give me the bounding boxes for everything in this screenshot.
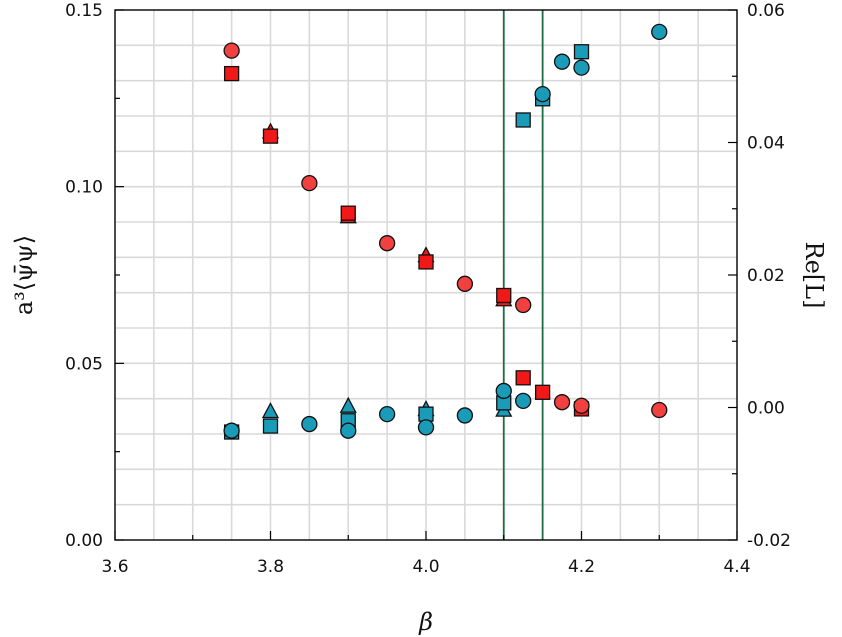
y-left-tick-label: 0.15 xyxy=(65,1,103,21)
polyakov-circles-point xyxy=(651,23,668,41)
polyakov-squares-point xyxy=(515,112,531,128)
condensate-circles-point xyxy=(553,394,571,411)
condensate-squares-point xyxy=(418,254,434,270)
polyakov-squares-point xyxy=(262,418,279,434)
condensate-squares-point xyxy=(515,370,531,386)
x-axis-title: β xyxy=(418,608,433,636)
grid-lines xyxy=(115,10,737,540)
x-tick-label: 4.4 xyxy=(723,557,750,577)
y-left-axis-title: a³⟨ψ̄ψ⟩ xyxy=(10,235,38,315)
condensate-circles-point xyxy=(515,296,532,314)
y-left-tick-label: 0.05 xyxy=(65,354,103,374)
polyakov-triangles-point xyxy=(339,396,357,413)
x-tick-label: 4.0 xyxy=(412,557,439,577)
polyakov-circles-point xyxy=(553,53,571,70)
y-right-tick-label: 0.06 xyxy=(747,1,785,21)
condensate-squares-point xyxy=(534,384,551,400)
polyakov-squares-point xyxy=(418,406,434,422)
condensate-squares-point xyxy=(262,128,279,144)
polyakov-circles-point xyxy=(456,407,474,424)
polyakov-circles-point xyxy=(515,392,532,410)
polyakov-circles-point xyxy=(301,415,318,433)
polyakov-circles-point xyxy=(534,85,551,103)
condensate-squares-point xyxy=(496,287,512,304)
x-tick-label: 3.6 xyxy=(101,557,128,577)
data-markers xyxy=(223,23,668,440)
condensate-squares-point xyxy=(340,205,356,221)
x-tick-label: 4.2 xyxy=(568,557,595,577)
polyakov-circles-point xyxy=(573,59,590,76)
polyakov-circles-point xyxy=(378,405,396,423)
polyakov-circles-point xyxy=(495,382,512,400)
condensate-circles-point xyxy=(651,401,668,419)
condensate-squares-point xyxy=(223,65,240,82)
y-right-tick-label: 0.02 xyxy=(747,266,785,286)
polyakov-triangles-point xyxy=(261,402,280,419)
y-right-tick-label: -0.02 xyxy=(747,531,791,551)
condensate-circles-point xyxy=(378,235,396,252)
condensate-circles-point xyxy=(223,42,240,59)
axis-ticks xyxy=(114,9,738,541)
polyakov-squares-point xyxy=(573,44,590,60)
x-tick-label: 3.8 xyxy=(257,557,284,577)
condensate-circles-point xyxy=(573,397,590,414)
polyakov-circles-point xyxy=(417,419,435,436)
y-right-axis-title: Re[L] xyxy=(800,242,828,309)
y-left-tick-label: 0.00 xyxy=(65,531,103,551)
condensate-circles-point xyxy=(301,174,318,192)
condensate-circles-point xyxy=(456,275,474,292)
polyakov-circles-point xyxy=(340,422,357,439)
polyakov-circles-point xyxy=(223,422,240,439)
y-right-tick-label: 0.04 xyxy=(747,134,785,154)
y-left-tick-label: 0.10 xyxy=(65,178,103,198)
tick-labels: 3.6 3.8 4.0 4.2 4.4 0.00 0.05 0.10 0.15 -0.02 0.00… xyxy=(65,1,791,577)
y-right-tick-label: 0.00 xyxy=(747,399,785,419)
